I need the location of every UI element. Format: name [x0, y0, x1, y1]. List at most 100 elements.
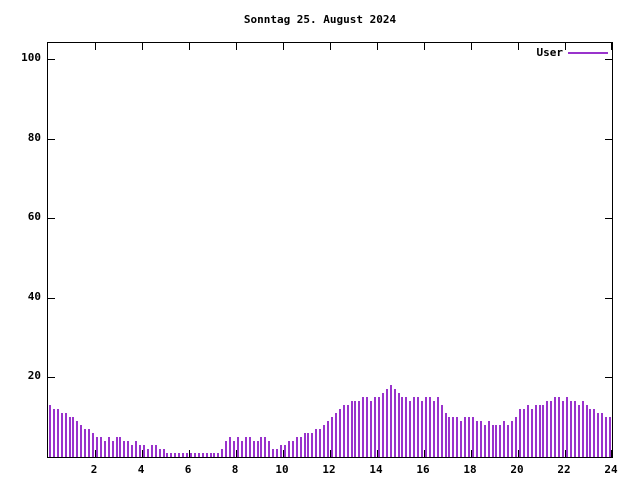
data-bar [206, 453, 208, 457]
data-bar [213, 453, 215, 457]
data-bar [276, 449, 278, 457]
data-bar [570, 401, 572, 457]
data-bar [72, 417, 74, 457]
data-bar [347, 405, 349, 457]
legend-label: User [536, 46, 564, 59]
data-bar [394, 389, 396, 457]
data-bar [253, 441, 255, 457]
data-bar [112, 441, 114, 457]
y-tick-label: 20 [27, 369, 41, 383]
data-bar [155, 445, 157, 457]
data-bar [366, 397, 368, 457]
x-tick-mark [95, 450, 96, 457]
data-bar [80, 425, 82, 457]
data-bar [358, 401, 360, 457]
data-bar [272, 449, 274, 457]
y-tick-mark [48, 297, 55, 299]
data-bar [472, 417, 474, 457]
data-bar [163, 449, 165, 457]
x-tick-mark [236, 43, 237, 50]
x-tick-mark [565, 450, 566, 457]
x-tick-mark [377, 43, 378, 50]
data-bar [401, 397, 403, 457]
data-bar [456, 417, 458, 457]
data-bar [437, 397, 439, 457]
y-tick-label: 100 [21, 50, 41, 64]
data-bar [582, 401, 584, 457]
data-bar [476, 421, 478, 457]
data-bar [327, 421, 329, 457]
data-bar [511, 421, 513, 457]
data-bar [425, 397, 427, 457]
data-bar [542, 405, 544, 457]
y-tick-mark [48, 218, 55, 220]
data-bar [597, 413, 599, 457]
data-bar [468, 417, 470, 457]
data-bar [484, 425, 486, 457]
data-bar [225, 441, 227, 457]
data-bar [405, 397, 407, 457]
data-bar [135, 441, 137, 457]
data-bar [170, 453, 172, 457]
data-bar [535, 405, 537, 457]
data-bar [503, 421, 505, 457]
data-bar [311, 433, 313, 457]
data-bar [441, 405, 443, 457]
data-bar [178, 453, 180, 457]
data-bar [605, 417, 607, 457]
data-bar [586, 405, 588, 457]
data-bar [550, 401, 552, 457]
x-tick-mark [189, 450, 190, 457]
data-bar [417, 397, 419, 457]
data-bar [249, 437, 251, 457]
data-bar [574, 401, 576, 457]
x-tick-label: 10 [275, 463, 289, 476]
data-bar [159, 449, 161, 457]
data-bar [57, 409, 59, 457]
x-tick-label: 22 [557, 463, 571, 476]
data-bar [515, 417, 517, 457]
data-bar [292, 441, 294, 457]
data-bar [507, 425, 509, 457]
data-bar [88, 429, 90, 457]
data-bar [464, 417, 466, 457]
x-tick-label: 18 [463, 463, 477, 476]
x-tick-label: 14 [369, 463, 383, 476]
data-bar [335, 413, 337, 457]
data-bar [139, 445, 141, 457]
x-tick-label: 16 [416, 463, 430, 476]
data-bar [523, 409, 525, 457]
data-bar [562, 401, 564, 457]
data-bar [84, 429, 86, 457]
data-bar [378, 397, 380, 457]
y-tick-mark [48, 138, 55, 140]
data-bar [382, 393, 384, 457]
data-bar [398, 393, 400, 457]
x-tick-mark [471, 43, 472, 50]
x-tick-mark [424, 43, 425, 50]
x-tick-mark [236, 450, 237, 457]
data-bar [284, 445, 286, 457]
x-tick-label: 24 [604, 463, 618, 476]
data-bar [413, 397, 415, 457]
data-bar [280, 445, 282, 457]
x-tick-mark [518, 450, 519, 457]
data-bar [264, 437, 266, 457]
data-bar [186, 453, 188, 457]
data-bar [452, 417, 454, 457]
y-tick-label: 40 [27, 289, 41, 303]
data-bar [445, 413, 447, 457]
data-bar [315, 429, 317, 457]
data-bar [578, 405, 580, 457]
data-bar [268, 441, 270, 457]
data-bar [198, 453, 200, 457]
data-bar [448, 417, 450, 457]
plot-area: User [47, 42, 613, 458]
data-bar [65, 413, 67, 457]
y-tick-mark [605, 218, 612, 220]
data-bar [527, 405, 529, 457]
data-bar [147, 449, 149, 457]
data-bar [296, 437, 298, 457]
data-bar [609, 417, 611, 457]
x-tick-label: 20 [510, 463, 524, 476]
